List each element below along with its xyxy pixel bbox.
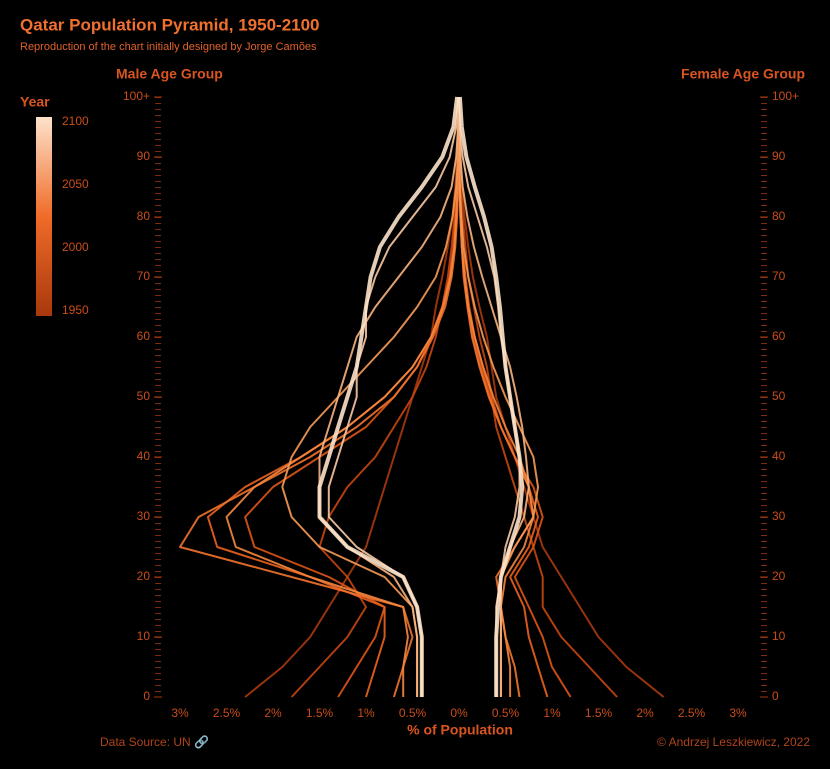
x-tick-label: 2% <box>264 706 282 720</box>
y-tick-label: 40 <box>137 449 151 463</box>
x-tick-label: 0% <box>450 706 468 720</box>
x-tick-label: 1.5% <box>306 706 334 720</box>
y-tick-label: 70 <box>137 269 151 283</box>
legend-tick-label: 2050 <box>62 177 89 191</box>
female-line <box>458 96 618 698</box>
chart-subtitle: Reproduction of the chart initially desi… <box>20 41 317 53</box>
credit: © Andrzej Leszkiewicz, 2022 <box>657 735 810 749</box>
male-line <box>225 97 460 697</box>
y-tick-label: 20 <box>772 569 786 583</box>
female-line <box>457 96 525 697</box>
legend-tick-label: 2100 <box>62 114 89 128</box>
legend-tick-label: 2000 <box>62 240 89 254</box>
y-tick-label: 10 <box>772 629 786 643</box>
y-tick-label: 70 <box>772 269 786 283</box>
x-tick-label: 3% <box>729 706 747 720</box>
y-tick-label: 50 <box>137 389 151 403</box>
male-line <box>317 96 460 697</box>
x-tick-label: 0.5% <box>399 706 427 720</box>
y-tick-label: 10 <box>137 629 151 643</box>
x-tick-label: 1% <box>357 706 375 720</box>
male-line <box>244 96 460 698</box>
x-tick-label: 0.5% <box>492 706 520 720</box>
source[interactable]: Data Source: UN 🔗 <box>100 734 209 749</box>
y-tick-label: 0 <box>772 689 779 703</box>
legend-colorbar <box>36 117 52 316</box>
male-line <box>244 96 460 698</box>
x-tick-label: 1% <box>543 706 561 720</box>
x-tick-label: 1.5% <box>585 706 613 720</box>
y-axis-title-left: Male Age Group <box>116 66 223 82</box>
y-tick-label: 100+ <box>123 89 150 103</box>
y-tick-label: 0 <box>143 689 150 703</box>
y-tick-label: 100+ <box>772 89 799 103</box>
x-tick-label: 2.5% <box>213 706 241 720</box>
male-line <box>281 97 460 697</box>
y-tick-label: 20 <box>137 569 151 583</box>
x-axis-title: % of Population <box>407 722 513 738</box>
y-axis-title-right: Female Age Group <box>681 66 805 82</box>
y-tick-label: 50 <box>772 389 786 403</box>
y-tick-label: 30 <box>772 509 786 523</box>
male-line <box>318 96 460 697</box>
x-tick-label: 3% <box>171 706 189 720</box>
female-line <box>458 96 665 698</box>
x-tick-label: 2% <box>636 706 654 720</box>
y-tick-label: 60 <box>772 329 786 343</box>
y-tick-label: 30 <box>137 509 151 523</box>
y-tick-label: 90 <box>137 149 151 163</box>
male-line <box>290 96 460 698</box>
x-tick-label: 2.5% <box>678 706 706 720</box>
chart-title: Qatar Population Pyramid, 1950-2100 <box>20 15 320 34</box>
y-tick-label: 90 <box>772 149 786 163</box>
y-tick-label: 80 <box>772 209 786 223</box>
y-tick-label: 40 <box>772 449 786 463</box>
y-tick-label: 80 <box>137 209 151 223</box>
female-line <box>458 97 549 698</box>
legend-tick-label: 1950 <box>62 303 89 317</box>
y-tick-label: 60 <box>137 329 151 343</box>
legend-title: Year <box>20 94 50 110</box>
